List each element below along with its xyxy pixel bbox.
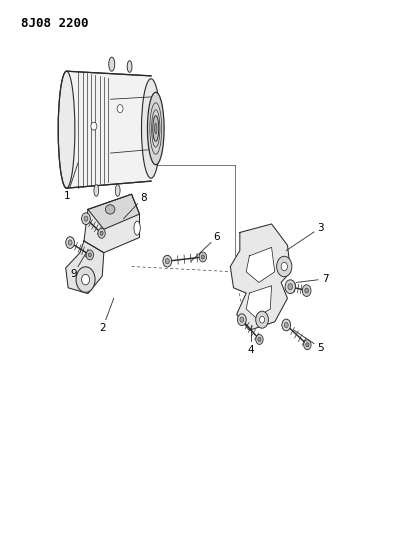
Circle shape: [76, 267, 95, 292]
Polygon shape: [84, 194, 140, 253]
Text: 8J08 2200: 8J08 2200: [21, 17, 88, 30]
Text: 3: 3: [317, 223, 324, 233]
Ellipse shape: [153, 116, 159, 141]
Circle shape: [201, 255, 204, 259]
Circle shape: [66, 237, 74, 248]
Polygon shape: [246, 247, 275, 282]
Circle shape: [256, 311, 268, 328]
Circle shape: [282, 319, 291, 331]
Ellipse shape: [142, 79, 160, 178]
Circle shape: [82, 274, 90, 285]
Ellipse shape: [147, 92, 164, 165]
Ellipse shape: [105, 205, 115, 214]
Circle shape: [91, 122, 97, 130]
Ellipse shape: [94, 184, 99, 196]
Text: 1: 1: [64, 190, 70, 200]
Circle shape: [304, 340, 311, 350]
Circle shape: [306, 343, 309, 347]
Circle shape: [117, 104, 123, 112]
Circle shape: [277, 256, 292, 277]
Text: 2: 2: [99, 323, 106, 333]
Circle shape: [285, 280, 295, 294]
Circle shape: [88, 253, 92, 257]
Circle shape: [68, 240, 72, 245]
Circle shape: [100, 231, 103, 236]
Ellipse shape: [154, 123, 157, 134]
Circle shape: [256, 335, 263, 344]
Circle shape: [86, 250, 94, 260]
Circle shape: [281, 262, 287, 271]
Circle shape: [258, 337, 261, 342]
Ellipse shape: [134, 221, 140, 235]
Text: 8: 8: [140, 193, 146, 203]
Circle shape: [238, 314, 246, 326]
Text: 9: 9: [70, 269, 77, 279]
Ellipse shape: [58, 71, 75, 188]
Polygon shape: [230, 224, 291, 330]
Text: 5: 5: [317, 343, 324, 353]
Ellipse shape: [115, 184, 120, 196]
Circle shape: [288, 284, 293, 290]
Circle shape: [98, 228, 105, 238]
Polygon shape: [246, 286, 271, 318]
Circle shape: [259, 316, 265, 323]
Text: 4: 4: [247, 345, 254, 356]
Circle shape: [165, 259, 169, 264]
Polygon shape: [88, 194, 140, 229]
Text: 7: 7: [322, 274, 328, 284]
Circle shape: [240, 317, 244, 322]
Text: 6: 6: [213, 232, 220, 242]
Circle shape: [199, 252, 207, 262]
Circle shape: [84, 216, 88, 221]
Polygon shape: [66, 241, 104, 294]
Circle shape: [284, 322, 288, 328]
Ellipse shape: [109, 57, 115, 71]
Circle shape: [302, 285, 311, 296]
Ellipse shape: [127, 61, 132, 72]
Polygon shape: [66, 71, 151, 188]
Circle shape: [163, 255, 172, 267]
Circle shape: [82, 213, 90, 224]
Circle shape: [305, 288, 308, 293]
